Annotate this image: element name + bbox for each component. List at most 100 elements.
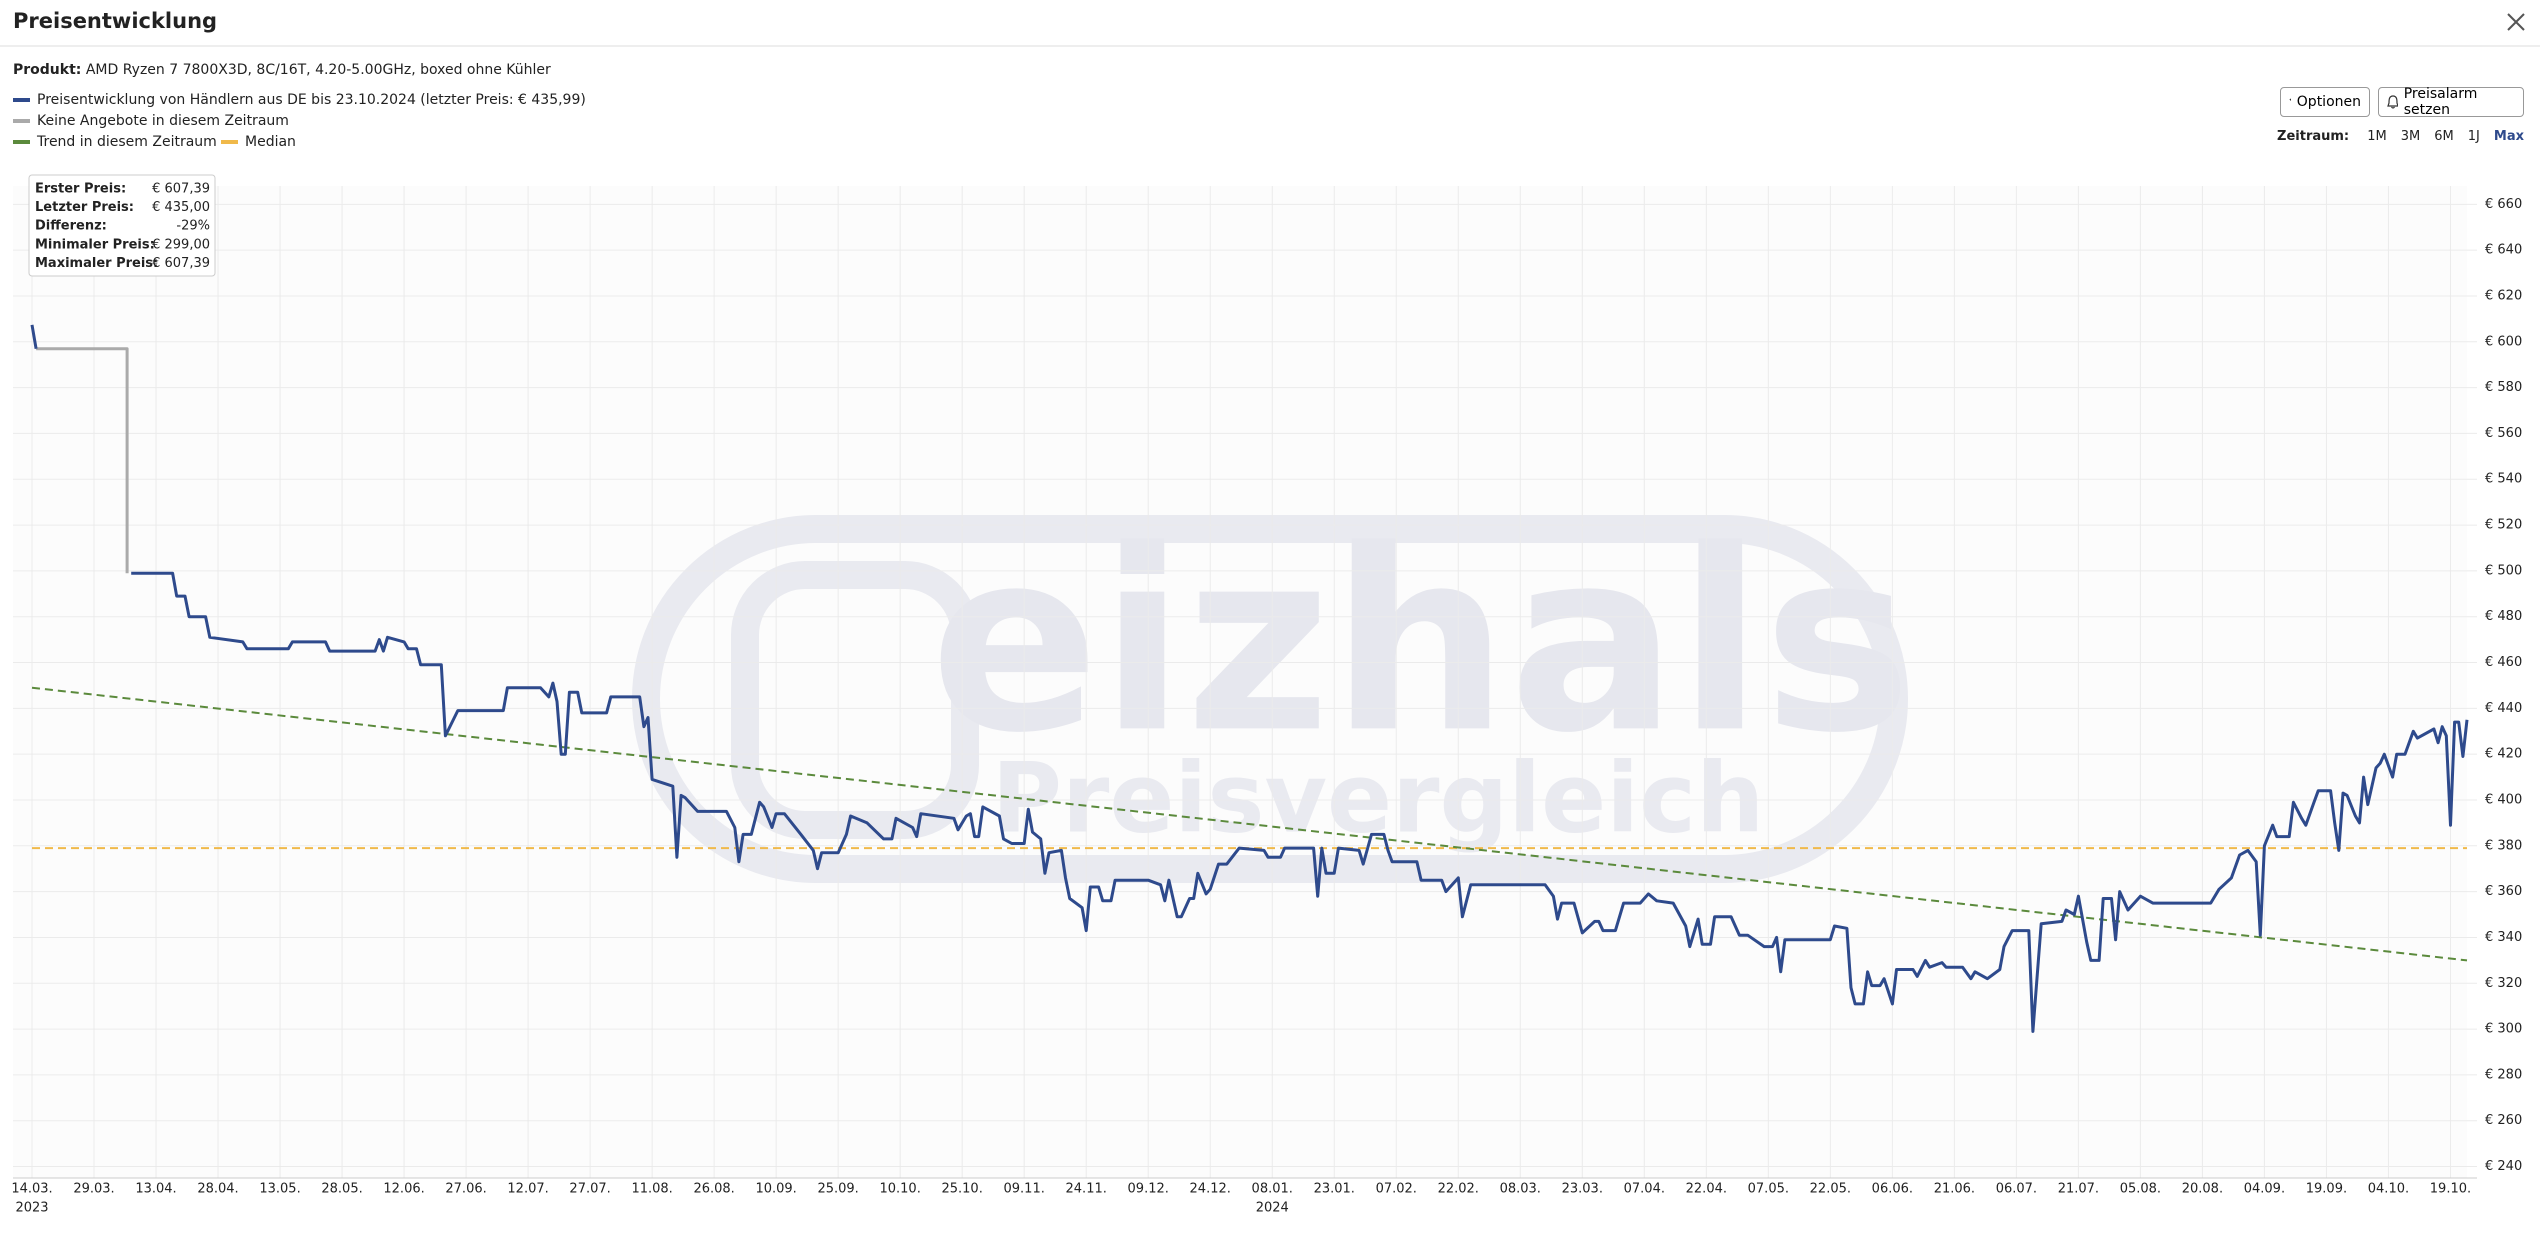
- y-tick-label: € 320: [2485, 976, 2522, 991]
- y-tick-label: € 580: [2485, 380, 2522, 395]
- range-option[interactable]: 1M: [2367, 129, 2387, 144]
- product-line: Produkt: AMD Ryzen 7 7800X3D, 8C/16T, 4.…: [13, 62, 551, 78]
- stat-value: € 607,39: [152, 182, 210, 197]
- legend-label: Trend in diesem Zeitraum: [36, 134, 217, 150]
- watermark-logo: [632, 515, 1908, 883]
- stat-value: € 607,39: [152, 256, 210, 271]
- x-tick-label: 09.12.: [1128, 1182, 1169, 1197]
- y-tick-label: € 660: [2485, 197, 2522, 212]
- x-tick-label: 10.10.: [879, 1182, 920, 1197]
- stat-value: € 299,00: [152, 237, 210, 252]
- x-tick-label: 21.06.: [1934, 1182, 1975, 1197]
- x-tick-label: 13.05.: [259, 1182, 300, 1197]
- stat-value: € 435,00: [152, 200, 210, 215]
- x-tick-label: 27.06.: [445, 1182, 486, 1197]
- y-tick-label: € 360: [2485, 884, 2522, 899]
- x-tick-label: 22.05.: [1810, 1182, 1851, 1197]
- y-tick-label: € 260: [2485, 1113, 2522, 1128]
- options-label: Optionen: [2296, 94, 2361, 110]
- y-tick-label: € 500: [2485, 563, 2522, 578]
- stat-label: Maximaler Preis:: [35, 256, 158, 271]
- x-tick-label: 21.07.: [2058, 1182, 2099, 1197]
- x-tick-label: 20.08.: [2182, 1182, 2223, 1197]
- plot-area: [13, 186, 2467, 1178]
- x-tick-label: 28.05.: [321, 1182, 362, 1197]
- x-tick-label: 14.03.: [11, 1182, 52, 1197]
- legend-label: Preisentwicklung von Händlern aus DE bis…: [37, 92, 586, 108]
- x-tick-label: 07.05.: [1748, 1182, 1789, 1197]
- x-tick-label: 12.06.: [383, 1182, 424, 1197]
- x-tick-label: 29.03.: [73, 1182, 114, 1197]
- options-button[interactable]: Optionen: [2280, 87, 2370, 117]
- x-tick-label: 04.10.: [2368, 1182, 2409, 1197]
- range-option[interactable]: 6M: [2434, 129, 2454, 144]
- x-tick-label: 24.12.: [1190, 1182, 1231, 1197]
- range-selector: Zeitraum: 1M 3M 6M 1J Max: [2277, 129, 2524, 144]
- y-tick-label: € 600: [2485, 334, 2522, 349]
- watermark-brand: eizhals: [930, 496, 1912, 787]
- x-tick-label: 22.02.: [1438, 1182, 1479, 1197]
- product-value: AMD Ryzen 7 7800X3D, 8C/16T, 4.20-5.00GH…: [85, 62, 551, 78]
- alarm-label: Preisalarm setzen: [2403, 86, 2478, 118]
- x-tick-label: 19.09.: [2306, 1182, 2347, 1197]
- y-tick-label: € 400: [2485, 792, 2522, 807]
- plot-lines: [30, 324, 2469, 1033]
- x-year-label: 2024: [1256, 1201, 1289, 1216]
- x-tick-label: 26.08.: [693, 1182, 734, 1197]
- y-tick-label: € 340: [2485, 930, 2522, 945]
- stat-label: Letzter Preis:: [35, 200, 134, 215]
- range-option[interactable]: 3M: [2400, 129, 2421, 144]
- stat-label: Erster Preis:: [35, 182, 126, 197]
- y-tick-label: € 440: [2485, 701, 2522, 716]
- range-option[interactable]: 1J: [2467, 129, 2480, 144]
- x-tick-label: 07.02.: [1376, 1182, 1417, 1197]
- close-button[interactable]: [2507, 13, 2525, 31]
- product-label: Produkt:: [13, 62, 82, 78]
- title: Preisentwicklung: [13, 9, 218, 33]
- x-tick-label: 28.04.: [197, 1182, 238, 1197]
- x-year-label: 2023: [15, 1201, 48, 1216]
- legend: Preisentwicklung von Händlern aus DE bis…: [13, 92, 586, 150]
- y-tick-label: € 300: [2485, 1022, 2522, 1037]
- x-tick-label: 09.11.: [1004, 1182, 1045, 1197]
- x-tick-label: 22.04.: [1686, 1182, 1727, 1197]
- legend-label: Median: [245, 134, 296, 150]
- stat-label: Minimaler Preis:: [35, 237, 155, 252]
- y-tick-label: € 380: [2485, 838, 2522, 853]
- alarm-button[interactable]: Preisalarm setzen: [2378, 86, 2524, 118]
- y-tick-label: € 620: [2485, 288, 2522, 303]
- x-tick-label: 04.09.: [2244, 1182, 2285, 1197]
- y-tick-label: € 640: [2485, 243, 2522, 258]
- stat-label: Differenz:: [35, 219, 107, 234]
- x-tick-label: 11.08.: [631, 1182, 672, 1197]
- x-tick-label: 08.01.: [1252, 1182, 1293, 1197]
- y-tick-label: € 460: [2485, 655, 2522, 670]
- x-tick-label: 10.09.: [755, 1182, 796, 1197]
- x-tick-label: 23.03.: [1562, 1182, 1603, 1197]
- range-option[interactable]: Max: [2493, 129, 2524, 144]
- x-tick-label: 07.04.: [1624, 1182, 1665, 1197]
- x-tick-label: 27.07.: [569, 1182, 610, 1197]
- legend-label: Keine Angebote in diesem Zeitraum: [37, 113, 289, 129]
- series-line: [30, 324, 2469, 1033]
- grid: € 660 € 640 € 620 € 600 € 580 € 560 € 540 € 520…: [11, 186, 2522, 1216]
- x-tick-label: 06.07.: [1996, 1182, 2037, 1197]
- x-tick-label: 24.11.: [1066, 1182, 1107, 1197]
- y-tick-label: € 560: [2485, 426, 2522, 441]
- stat-value: -29%: [176, 219, 210, 234]
- range-label: Zeitraum:: [2277, 129, 2350, 144]
- x-tick-label: 05.08.: [2120, 1182, 2161, 1197]
- series-line: [31, 686, 2468, 962]
- y-tick-label: € 520: [2485, 518, 2522, 533]
- chevron-icon: [2289, 98, 2291, 101]
- y-tick-label: € 420: [2485, 747, 2522, 762]
- x-tick-label: 19.10.: [2430, 1182, 2471, 1197]
- x-tick-label: 06.06.: [1872, 1182, 1913, 1197]
- y-tick-label: € 240: [2485, 1159, 2522, 1174]
- x-tick-label: 08.03.: [1500, 1182, 1541, 1197]
- y-tick-label: € 480: [2485, 609, 2522, 624]
- bell-icon: [2387, 95, 2398, 109]
- stats-box: Erster Preis: € 607,39 Letzter Preis: € 435…: [28, 174, 216, 277]
